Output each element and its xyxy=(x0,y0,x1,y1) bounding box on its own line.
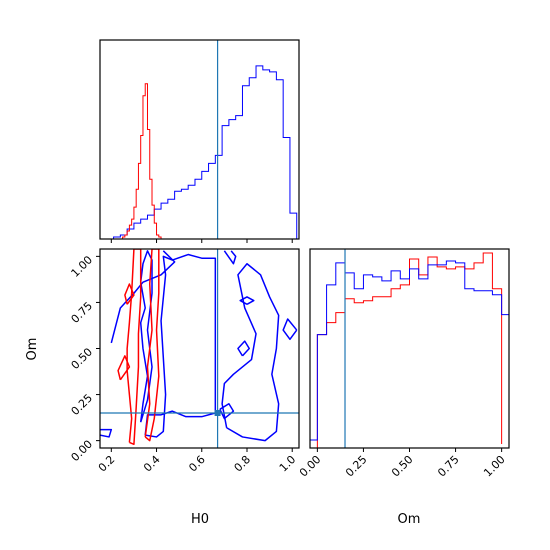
red-contour-2 xyxy=(117,355,131,381)
h0-om-contour-frame xyxy=(99,248,300,449)
blue-contour-7 xyxy=(223,250,237,265)
blue-contour-5 xyxy=(237,340,250,357)
h0-histogram-panel xyxy=(99,39,300,243)
h0-x-tick-label-3: 0.8 xyxy=(232,453,254,475)
truth-marker xyxy=(214,409,221,416)
om-y-tick-label-1: 0.25 xyxy=(69,391,96,418)
x-axis-label-om: Om xyxy=(398,512,421,527)
h0-histogram-frame xyxy=(99,39,300,240)
blue-contour-8 xyxy=(282,318,298,341)
red-contour-0 xyxy=(126,249,142,446)
blue-contour-1 xyxy=(139,250,153,423)
om-x-tick-label-0: 0.00 xyxy=(297,453,324,480)
h0-x-tick-label-1: 0.4 xyxy=(141,453,163,475)
y-axis-label-om: Om xyxy=(25,338,40,361)
om-x-tick-label-3: 0.75 xyxy=(435,453,462,480)
blue-contour-0 xyxy=(144,253,217,438)
h0-om-contour-panel: 0.2 0.4 0.6 0.8 1.0 0.00 0.25 0.50 0.75 1.00 xyxy=(69,248,300,475)
h0-x-tick-label-2: 0.6 xyxy=(186,453,208,475)
om-y-tick-label-2: 0.50 xyxy=(69,345,96,372)
om-y-tick-label-3: 0.75 xyxy=(69,299,96,326)
h0-x-tick-label-0: 0.2 xyxy=(96,453,118,475)
blue-contour-6 xyxy=(239,296,255,305)
h0-histogram-red-series xyxy=(120,83,164,239)
om-histogram-panel: 0.00 0.25 0.50 0.75 1.00 xyxy=(297,248,510,480)
blue-contour-2 xyxy=(110,250,176,344)
blue-contour-9 xyxy=(100,428,113,438)
om-y-tick-label-0: 0.00 xyxy=(69,438,96,465)
h0-histogram-blue-series xyxy=(106,65,298,239)
om-y-tick-label-4: 1.00 xyxy=(69,253,96,280)
red-contour-3 xyxy=(124,283,135,305)
x-axis-label-h0: H0 xyxy=(191,512,209,527)
red-contour-1 xyxy=(144,249,160,442)
h0-x-tick-label-4: 1.0 xyxy=(277,453,299,475)
om-histogram-frame xyxy=(309,248,510,449)
om-x-tick-label-1: 0.25 xyxy=(343,453,370,480)
blue-contour-3 xyxy=(221,262,280,442)
om-x-tick-label-2: 0.50 xyxy=(389,453,416,480)
blue-contour-4 xyxy=(219,403,235,420)
om-histogram-blue-series xyxy=(310,260,509,441)
om-x-tick-label-4: 1.00 xyxy=(481,453,508,480)
